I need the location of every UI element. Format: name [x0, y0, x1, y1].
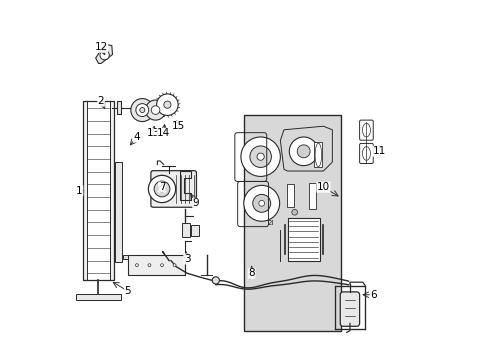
Bar	[182, 223, 189, 237]
Circle shape	[291, 210, 297, 215]
Circle shape	[140, 108, 144, 113]
Circle shape	[163, 101, 171, 108]
Text: 13: 13	[146, 129, 160, 138]
Circle shape	[145, 100, 165, 120]
Text: 12: 12	[94, 42, 107, 52]
Bar	[83, 101, 86, 280]
Text: 7: 7	[159, 182, 165, 192]
Polygon shape	[180, 171, 190, 200]
Bar	[287, 218, 319, 261]
Circle shape	[151, 106, 160, 114]
FancyBboxPatch shape	[151, 171, 196, 207]
Circle shape	[156, 94, 178, 116]
Bar	[244, 116, 341, 330]
Bar	[314, 142, 322, 167]
Circle shape	[173, 264, 176, 267]
Circle shape	[136, 104, 148, 117]
Bar	[83, 101, 113, 280]
Bar	[115, 162, 122, 262]
Text: 3: 3	[183, 254, 190, 264]
Text: 10: 10	[316, 182, 329, 192]
Bar	[117, 101, 121, 114]
Circle shape	[241, 137, 280, 176]
Bar	[308, 183, 316, 210]
Text: 14: 14	[157, 129, 170, 138]
Circle shape	[135, 264, 138, 267]
Bar	[76, 294, 121, 300]
Polygon shape	[96, 44, 112, 63]
Circle shape	[154, 181, 169, 197]
Circle shape	[148, 175, 175, 203]
Bar	[335, 286, 364, 329]
Circle shape	[257, 153, 264, 160]
Bar	[128, 255, 185, 275]
Circle shape	[212, 277, 219, 284]
Text: 4: 4	[133, 132, 140, 142]
FancyBboxPatch shape	[340, 292, 359, 326]
Circle shape	[131, 99, 153, 122]
Text: 5: 5	[124, 286, 131, 296]
Bar	[110, 101, 113, 280]
Circle shape	[249, 146, 271, 167]
Text: 11: 11	[371, 146, 385, 156]
Text: 15: 15	[171, 121, 184, 131]
Text: 8: 8	[248, 268, 254, 278]
Bar	[190, 225, 198, 235]
Circle shape	[159, 186, 165, 192]
Text: 1: 1	[76, 186, 82, 196]
Text: 2: 2	[98, 96, 104, 106]
Circle shape	[160, 264, 163, 267]
Bar	[122, 255, 128, 259]
Circle shape	[100, 50, 109, 60]
Text: 2l: 2l	[267, 220, 273, 226]
Circle shape	[244, 185, 279, 221]
Circle shape	[258, 201, 264, 206]
Circle shape	[289, 137, 317, 166]
Text: 9: 9	[192, 198, 199, 208]
Text: 6: 6	[369, 290, 376, 300]
Circle shape	[297, 145, 309, 158]
FancyBboxPatch shape	[359, 120, 372, 140]
Circle shape	[148, 264, 151, 267]
Bar	[286, 184, 293, 207]
Circle shape	[252, 194, 270, 212]
FancyBboxPatch shape	[359, 143, 372, 163]
